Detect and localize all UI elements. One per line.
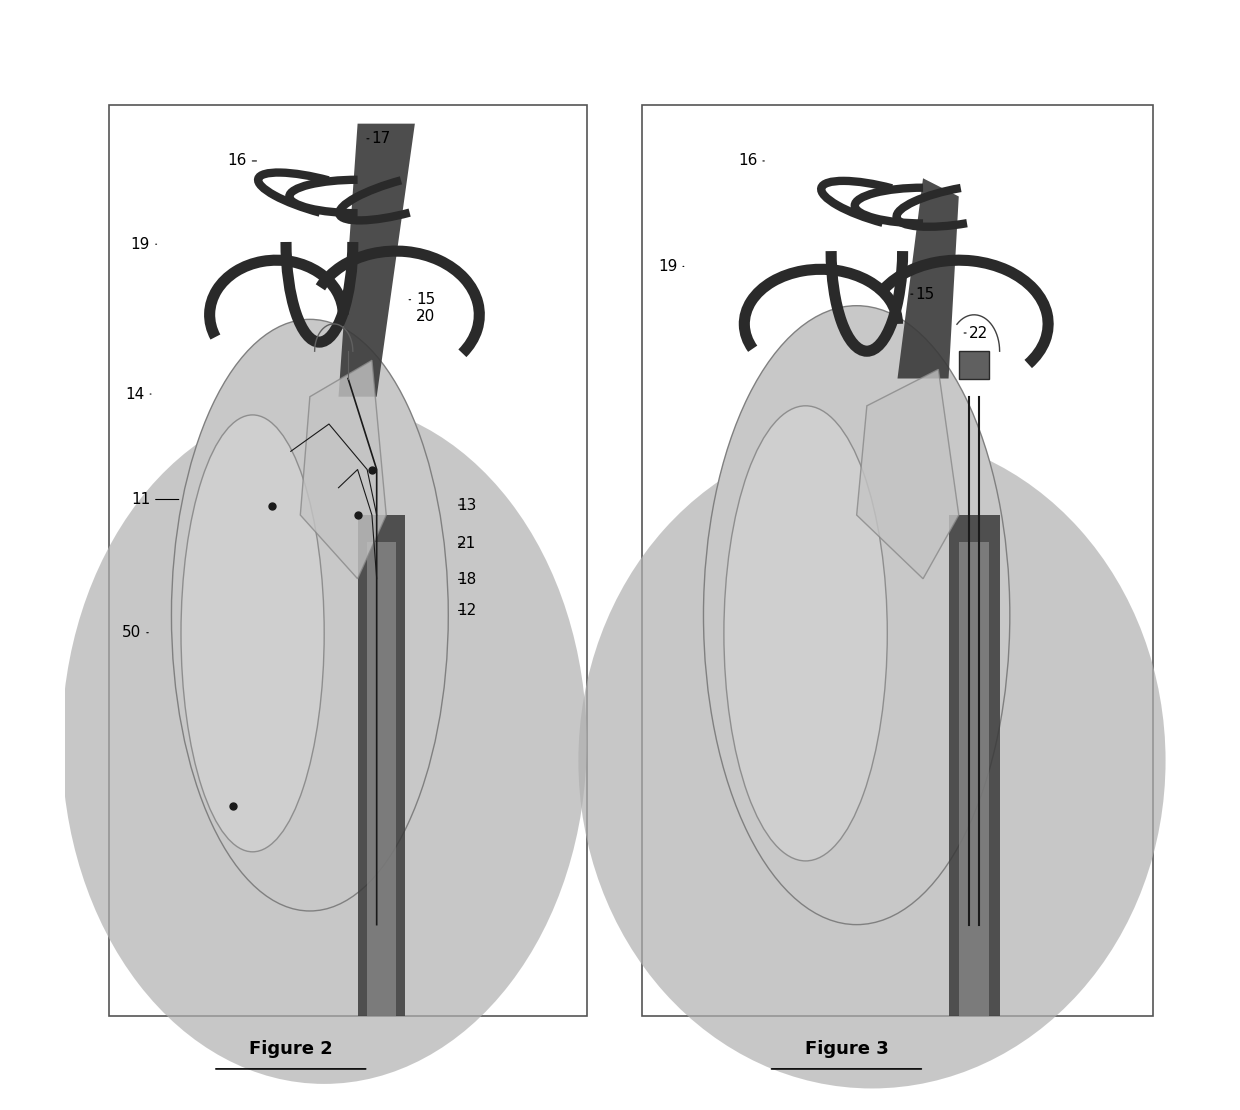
Text: 14: 14 bbox=[125, 386, 151, 402]
Polygon shape bbox=[857, 370, 959, 578]
Text: 18: 18 bbox=[458, 572, 476, 587]
Text: 16: 16 bbox=[738, 153, 764, 169]
Text: 16: 16 bbox=[227, 153, 257, 169]
Polygon shape bbox=[949, 515, 999, 1016]
Text: 11: 11 bbox=[131, 492, 179, 507]
Text: 15: 15 bbox=[911, 286, 935, 302]
FancyBboxPatch shape bbox=[109, 105, 587, 1016]
Text: 20: 20 bbox=[417, 309, 435, 324]
Text: Figure 2: Figure 2 bbox=[249, 1040, 332, 1058]
Ellipse shape bbox=[62, 402, 587, 1083]
Text: 13: 13 bbox=[458, 497, 476, 513]
Polygon shape bbox=[959, 351, 990, 379]
FancyBboxPatch shape bbox=[642, 105, 1153, 1016]
Polygon shape bbox=[898, 179, 959, 379]
Polygon shape bbox=[300, 361, 386, 578]
Ellipse shape bbox=[578, 433, 1166, 1089]
Ellipse shape bbox=[171, 320, 449, 911]
Polygon shape bbox=[367, 543, 396, 1016]
Polygon shape bbox=[959, 543, 990, 1016]
Ellipse shape bbox=[181, 415, 324, 851]
Text: 19: 19 bbox=[130, 236, 156, 252]
Text: 21: 21 bbox=[458, 536, 476, 552]
Ellipse shape bbox=[703, 305, 1009, 925]
Text: 12: 12 bbox=[458, 603, 476, 618]
Text: 19: 19 bbox=[658, 259, 683, 274]
Text: 15: 15 bbox=[409, 292, 435, 307]
Text: 50: 50 bbox=[122, 625, 149, 640]
Polygon shape bbox=[357, 515, 405, 1016]
Ellipse shape bbox=[724, 406, 888, 861]
Text: Figure 3: Figure 3 bbox=[805, 1040, 888, 1058]
Text: 22: 22 bbox=[965, 325, 988, 341]
Text: 17: 17 bbox=[367, 131, 391, 147]
